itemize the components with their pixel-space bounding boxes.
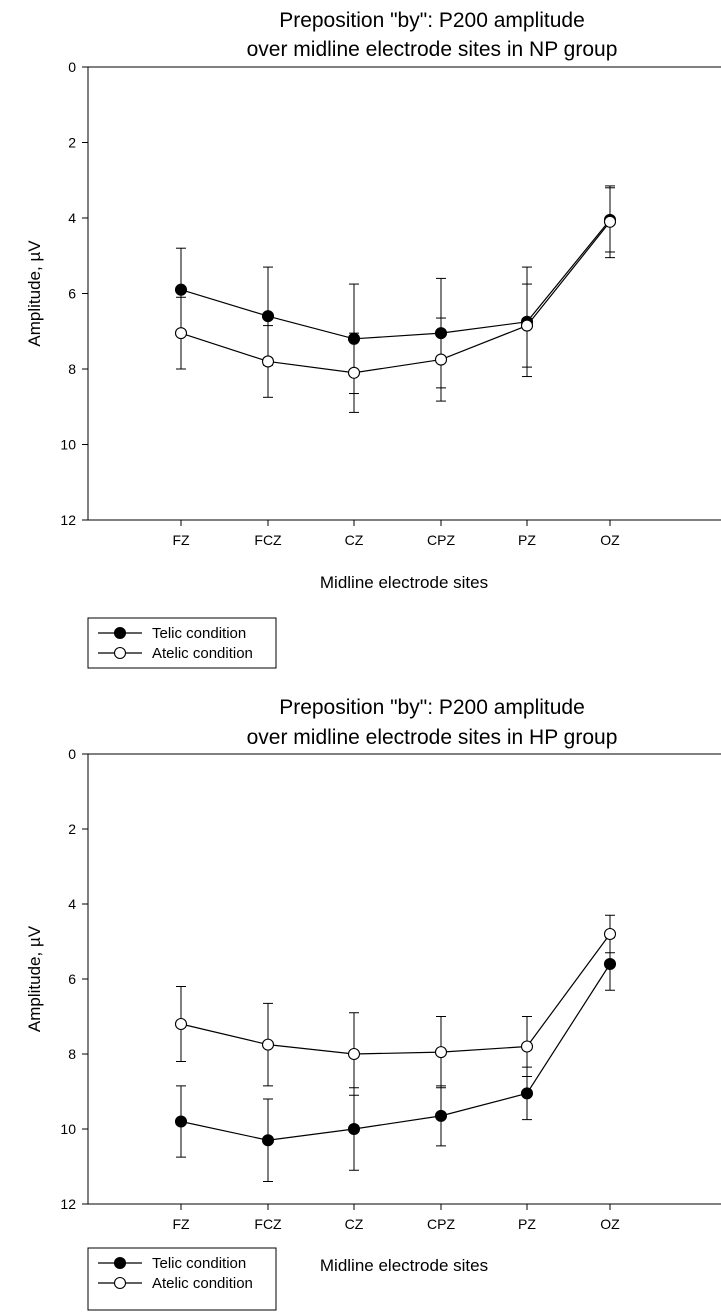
y-tick-label: 2: [68, 135, 76, 151]
legend-label: Telic condition: [152, 625, 246, 642]
series-atelic: [174, 185, 617, 413]
y-tick-label: 4: [68, 210, 76, 226]
legend-marker-filled: [113, 626, 127, 640]
x-tick-label: OZ: [600, 1216, 620, 1232]
legend-marker-open: [113, 1276, 127, 1290]
legend-box: [87, 617, 277, 669]
data-point-filled: [347, 1122, 361, 1136]
legend-marker-open: [113, 646, 127, 660]
legend-label: Telic condition: [152, 1255, 246, 1272]
data-point-open: [174, 1017, 188, 1031]
x-tick-label: FZ: [172, 1216, 190, 1232]
series-telic: [174, 937, 617, 1182]
series-line: [180, 219, 611, 340]
data-point-open: [261, 355, 275, 368]
series-atelic: [174, 914, 617, 1096]
data-point-filled: [261, 310, 275, 323]
y-tick-label: 6: [68, 286, 76, 302]
legend-label: Atelic condition: [152, 1275, 253, 1292]
x-tick-label: FCZ: [254, 1216, 282, 1232]
data-point-open: [261, 1038, 275, 1051]
y-tick-label: 8: [68, 1046, 76, 1062]
series-line: [180, 963, 611, 1141]
legend-marker-filled: [113, 1256, 127, 1270]
y-tick-label: 12: [60, 1196, 76, 1212]
data-point-filled: [174, 283, 188, 296]
data-point-filled: [520, 1087, 534, 1100]
x-tick-label: PZ: [518, 1216, 536, 1232]
y-tick-label: 2: [68, 821, 76, 837]
y-tick-label: 6: [68, 971, 76, 987]
chart-title-line-2: over midline electrode sites in NP group: [247, 38, 618, 61]
series-line: [180, 933, 611, 1055]
data-point-filled: [603, 957, 617, 971]
data-point-open: [603, 927, 617, 941]
x-tick-label: CPZ: [427, 532, 455, 548]
y-axis-label: Amplitude, µV: [25, 925, 44, 1032]
data-point-open: [347, 366, 361, 379]
x-tick-label: OZ: [600, 532, 620, 548]
x-tick-label: FCZ: [254, 532, 282, 548]
chart-title-line-1: Preposition "by": P200 amplitude: [279, 696, 585, 719]
legend-label: Atelic condition: [152, 645, 253, 662]
data-point-open: [603, 215, 617, 228]
x-tick-label: CZ: [345, 532, 364, 548]
y-tick-label: 10: [60, 437, 76, 453]
chart-title-line-1: Preposition "by": P200 amplitude: [279, 9, 585, 32]
y-axis-label: Amplitude, µV: [25, 240, 44, 347]
data-point-filled: [434, 1109, 448, 1122]
legend: Telic condition Atelic condition: [87, 1247, 277, 1311]
x-axis-label: Midline electrode sites: [320, 573, 488, 592]
y-tick-label: 8: [68, 361, 76, 377]
chart-2: Preposition "by": P200 amplitude over mid…: [25, 696, 721, 1311]
legend: Telic condition Atelic condition: [87, 617, 277, 669]
y-tick-label: 4: [68, 896, 76, 912]
series-telic: [174, 187, 617, 395]
data-point-open: [434, 1046, 448, 1059]
x-axis-label: Midline electrode sites: [320, 1256, 488, 1275]
y-tick-label: 12: [60, 512, 76, 528]
data-point-open: [434, 353, 448, 366]
data-point-filled: [261, 1134, 275, 1147]
data-point-open: [347, 1047, 361, 1061]
x-tick-label: FZ: [172, 532, 190, 548]
y-tick-label: 10: [60, 1121, 76, 1137]
series-line: [180, 221, 611, 374]
data-point-filled: [174, 1115, 188, 1128]
y-tick-label: 0: [68, 746, 76, 762]
chart-title-line-2: over midline electrode sites in HP group: [247, 726, 618, 749]
chart-1: Preposition "by": P200 amplitude over mid…: [25, 9, 721, 669]
data-point-open: [174, 327, 188, 340]
x-tick-label: PZ: [518, 532, 536, 548]
x-tick-label: CPZ: [427, 1216, 455, 1232]
y-tick-label: 0: [68, 59, 76, 75]
x-tick-label: CZ: [345, 1216, 364, 1232]
data-point-open: [520, 319, 534, 332]
data-point-open: [520, 1040, 534, 1053]
